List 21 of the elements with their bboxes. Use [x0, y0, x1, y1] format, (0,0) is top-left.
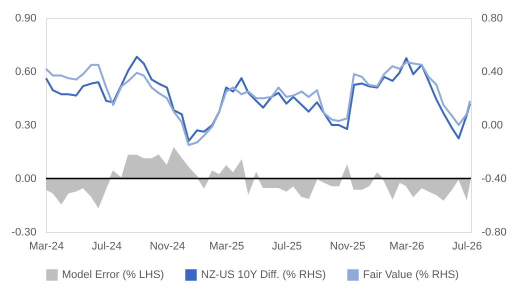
x-tick-label: Jul-25	[272, 240, 302, 252]
legend-label: Model Error (% LHS)	[62, 269, 164, 281]
x-tick-label: Mar-24	[29, 240, 64, 252]
x-tick-label: Mar-26	[389, 240, 424, 252]
y2-tick-label: -0.80	[482, 226, 507, 238]
y-tick-label: 0.60	[15, 66, 36, 78]
y-tick-label: 0.90	[15, 12, 36, 24]
x-tick-label: Mar-25	[209, 240, 244, 252]
y2-tick-label: -0.40	[482, 173, 507, 185]
x-tick-label: Nov-25	[330, 240, 366, 252]
y-tick-label: -0.30	[11, 226, 36, 238]
y-tick-label: 0.00	[15, 173, 36, 185]
legend-label: NZ-US 10Y Diff. (% RHS)	[201, 269, 326, 281]
y2-tick-label: 0.40	[482, 66, 503, 78]
x-tick-label: Nov-24	[150, 240, 186, 252]
y-tick-label: 0.30	[15, 120, 36, 132]
x-tick-label: Jul-26	[452, 240, 482, 252]
legend-label: Fair Value (% RHS)	[363, 269, 459, 281]
y2-tick-label: 0.00	[482, 120, 503, 132]
x-tick-label: Jul-24	[92, 240, 122, 252]
y2-tick-label: 0.80	[482, 12, 503, 24]
